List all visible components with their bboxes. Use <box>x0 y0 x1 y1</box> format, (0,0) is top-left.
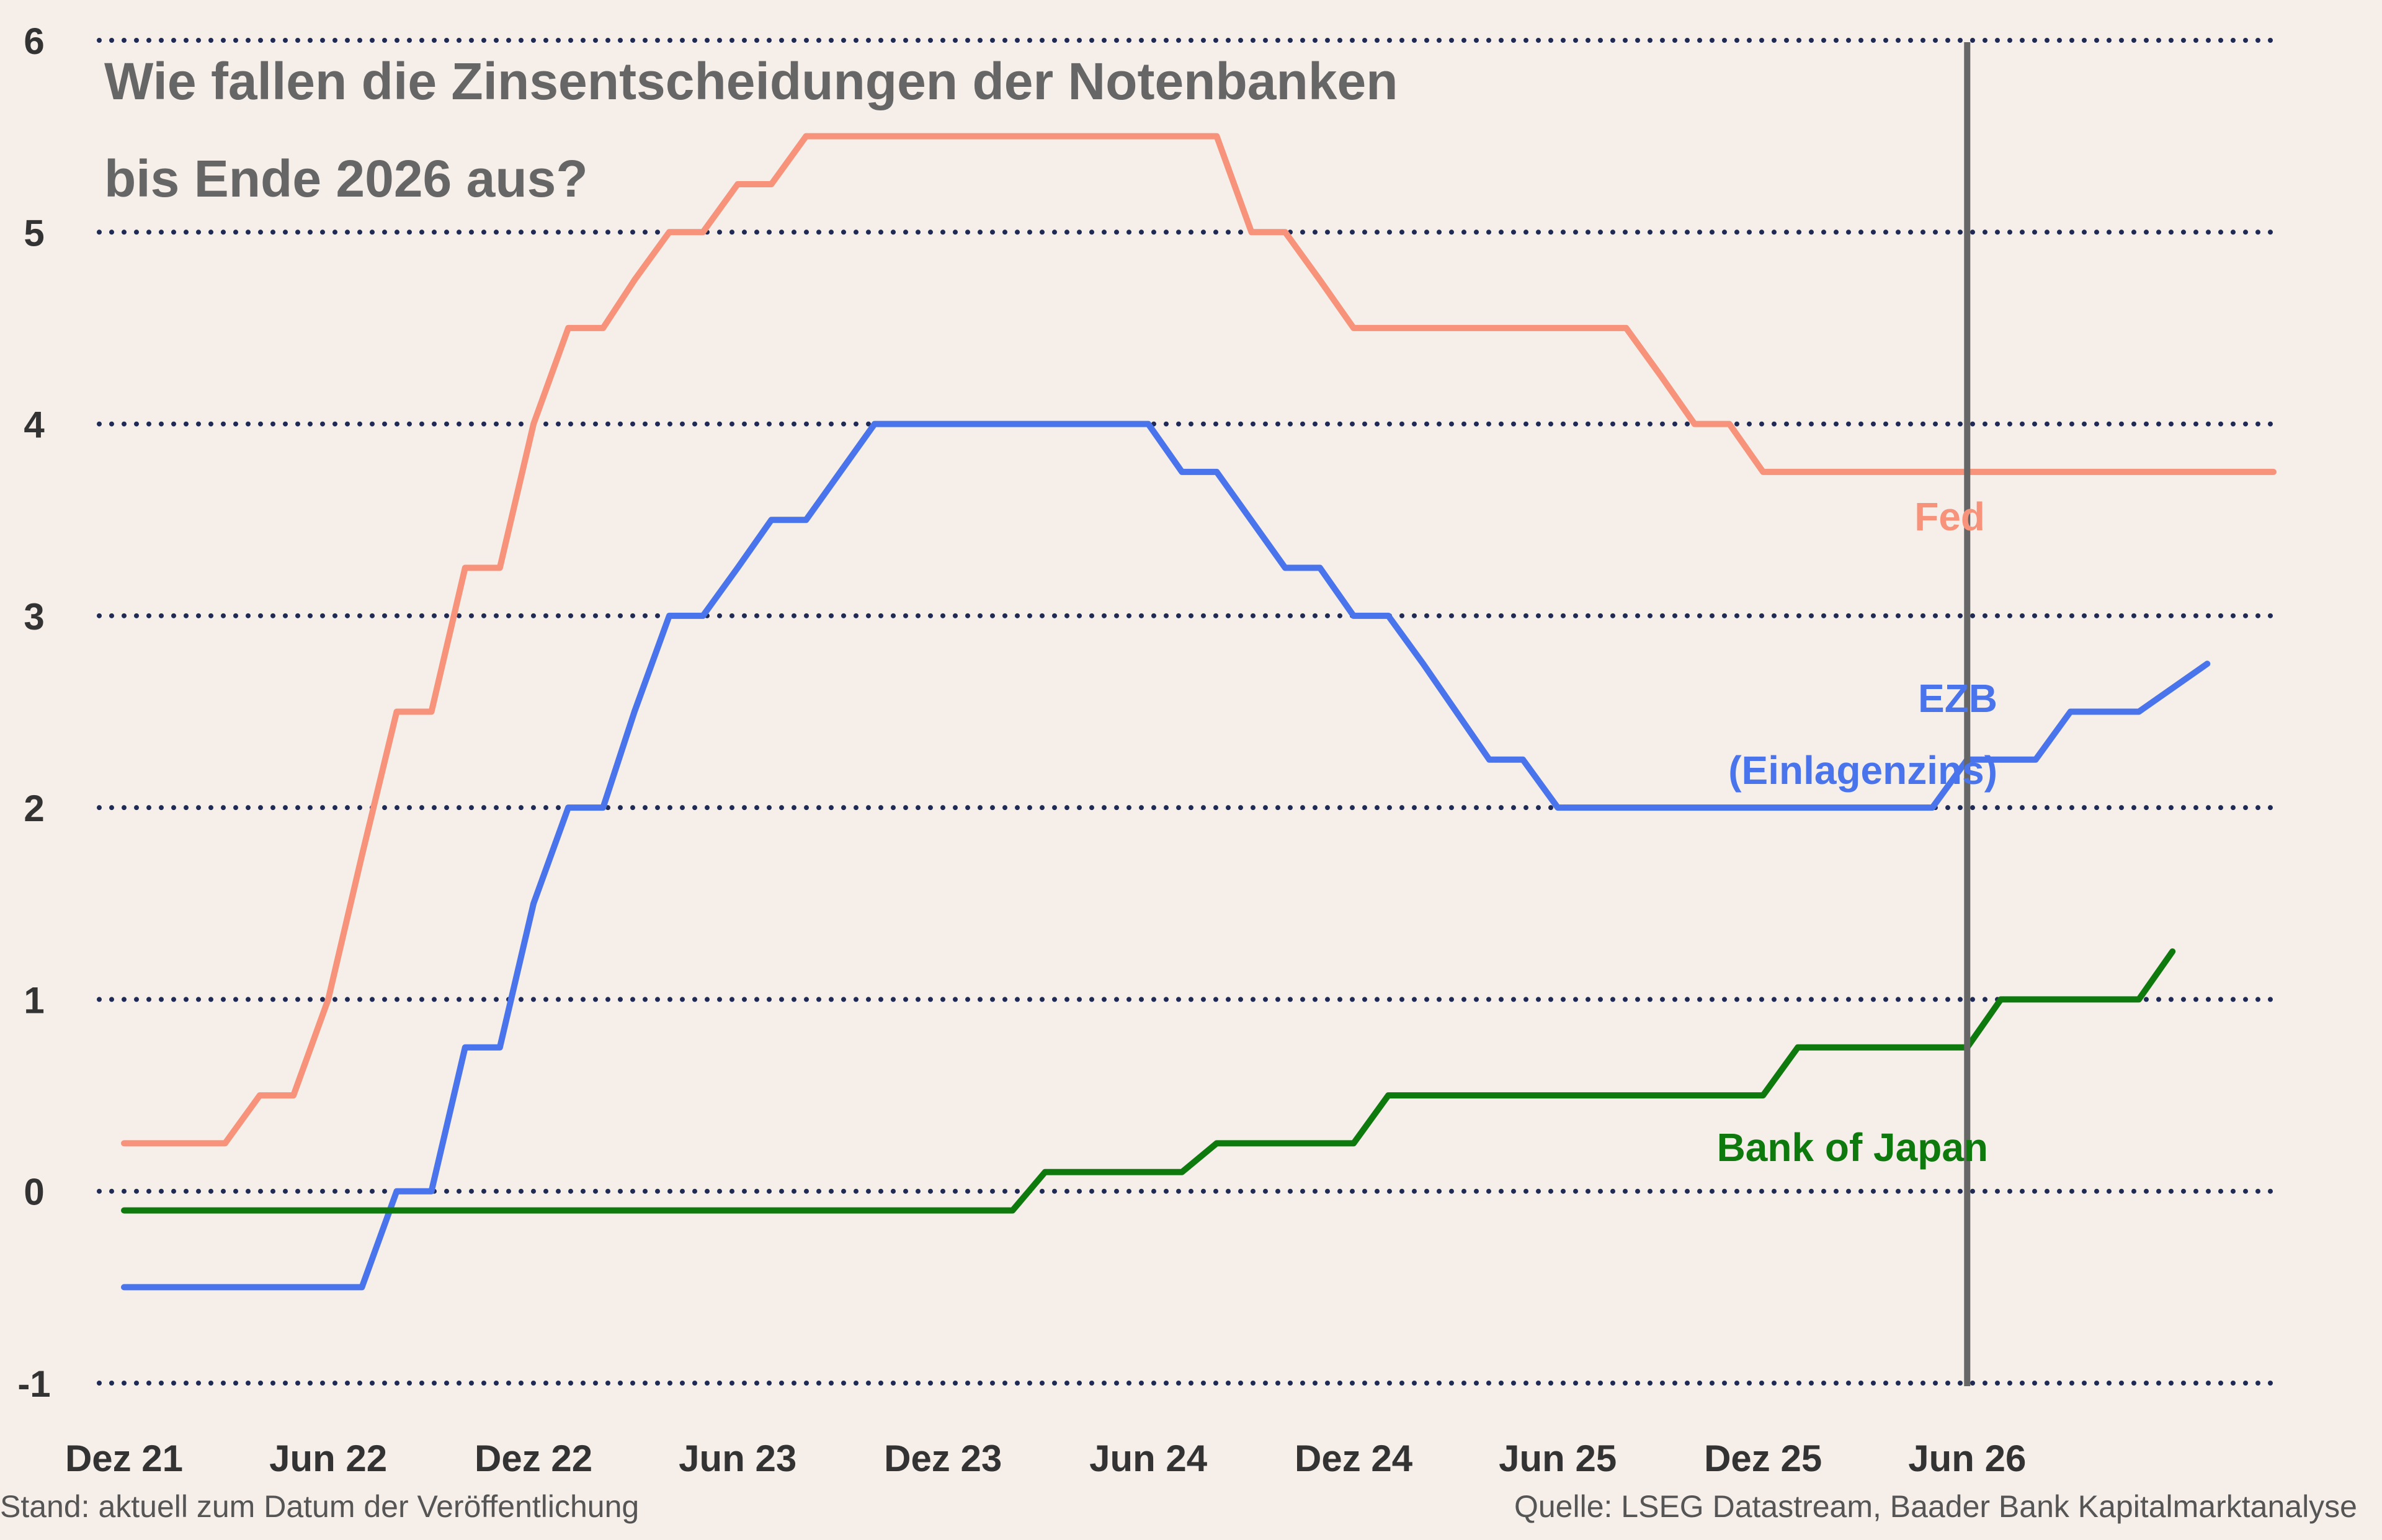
x-tick-label: Jun 26 <box>1908 1438 2026 1479</box>
series-line-ezb-einlagenzins <box>121 421 2211 1291</box>
x-tick-label: Dez 23 <box>884 1438 1002 1479</box>
series-label: Fed <box>1914 494 1985 539</box>
note-text: Stand: aktuell zum Datum der Veröffentli… <box>0 1489 639 1524</box>
chart-title-line: Wie fallen die Zinsentscheidungen der No… <box>104 52 1398 110</box>
x-tick-label: Jun 22 <box>269 1438 387 1479</box>
chart-title: Wie fallen die Zinsentscheidungen der No… <box>104 52 1398 208</box>
y-tick-label: 5 <box>24 212 44 254</box>
series-lines <box>121 133 2277 1291</box>
x-tick-label: Dez 24 <box>1295 1438 1413 1479</box>
x-axis-ticks: Dez 21 Jun 22 Dez 22 Jun 23 Dez 23 Jun 24 Dez … <box>65 1438 2026 1479</box>
gridlines <box>97 38 2285 1386</box>
y-tick-label: 3 <box>24 596 44 638</box>
x-tick-label: Dez 25 <box>1704 1438 1822 1479</box>
chart-title-line: bis Ende 2026 aus? <box>104 149 588 208</box>
series-line-bank-of-japan <box>121 948 2176 1214</box>
series-label: EZB <box>1918 676 1997 721</box>
series-line-fed <box>121 133 2277 1147</box>
series-labels: Fed EZB (Einlagenzins) Bank of Japan <box>1717 494 1997 1170</box>
y-axis-ticks: 6 5 4 3 2 1 0 -1 <box>17 20 50 1405</box>
source-text: Quelle: LSEG Datastream, Baader Bank Kap… <box>1514 1489 2357 1524</box>
x-tick-label: Jun 25 <box>1499 1438 1617 1479</box>
x-tick-label: Dez 22 <box>475 1438 592 1479</box>
x-tick-label: Dez 21 <box>65 1438 183 1479</box>
series-label: (Einlagenzins) <box>1728 748 1997 793</box>
y-tick-label: -1 <box>17 1363 50 1405</box>
x-tick-label: Jun 23 <box>679 1438 796 1479</box>
x-tick-label: Jun 24 <box>1089 1438 1208 1479</box>
y-tick-label: 2 <box>24 788 44 829</box>
series-label: Bank of Japan <box>1717 1125 1988 1170</box>
y-tick-label: 6 <box>24 20 44 62</box>
y-tick-label: 4 <box>24 404 45 446</box>
y-tick-label: 0 <box>24 1172 44 1213</box>
y-tick-label: 1 <box>24 979 44 1021</box>
